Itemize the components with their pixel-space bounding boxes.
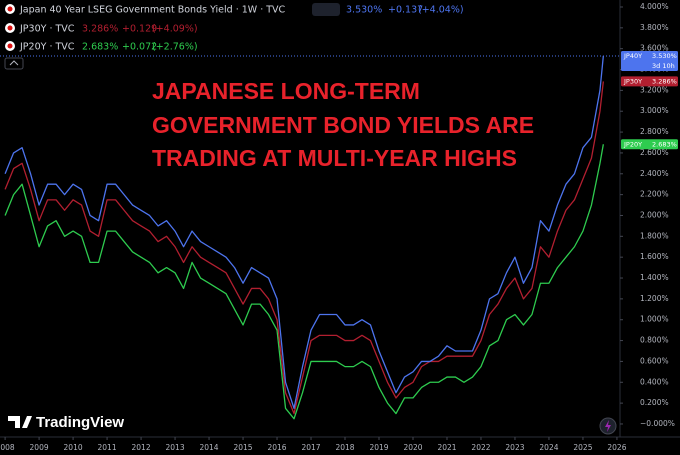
x-tick-label: 2010 [64, 443, 83, 452]
annotation-line: GOVERNMENT BOND YIELDS ARE [152, 112, 534, 138]
x-tick-label: 2011 [98, 443, 117, 452]
price-tag-name: JP40Y [623, 52, 642, 60]
y-tick-label: 0.400% [640, 377, 669, 386]
y-tick-label: 1.800% [640, 231, 669, 240]
x-tick-label: 2021 [437, 443, 456, 452]
x-tick-label: 2018 [335, 443, 354, 452]
legend-change: +0.129 [122, 24, 157, 35]
x-tick-label: 2013 [166, 443, 185, 452]
y-tick-label: 0.600% [640, 356, 669, 365]
x-tick-label: 2015 [233, 443, 252, 452]
y-tick-label: 2.600% [640, 148, 669, 157]
logo-icon [8, 416, 32, 428]
price-tag-value: 2.683% [652, 140, 677, 148]
annotation-line: JAPANESE LONG-TERM [152, 78, 420, 104]
legend-change-pct: (+2.76%) [152, 42, 198, 53]
y-tick-label: 3.200% [640, 85, 669, 94]
price-tag-value: 3.286% [652, 77, 677, 85]
symbol-icon-dot [7, 25, 13, 31]
y-tick-label: 2.400% [640, 169, 669, 178]
y-tick-label: 1.000% [640, 315, 669, 324]
x-tick-label: 2017 [301, 443, 320, 452]
series-line [4, 81, 604, 415]
y-tick-label: 2.000% [640, 210, 669, 219]
legend-change: +0.137 [388, 5, 423, 16]
legend-last: 3.530% [346, 5, 382, 16]
x-tick-label: 2016 [267, 443, 286, 452]
y-tick-label: 4.000% [640, 2, 669, 11]
x-tick-label: 2008 [0, 443, 15, 452]
price-tag [621, 139, 678, 150]
x-tick-label: 2022 [471, 443, 490, 452]
legend-last: 3.286% [82, 24, 118, 35]
collapse-icon [9, 60, 19, 66]
x-tick-label: 2009 [30, 443, 49, 452]
y-tick-label: 2.200% [640, 190, 669, 199]
y-tick-label: 1.600% [640, 252, 669, 261]
x-tick-label: 2023 [505, 443, 524, 452]
legend-title: JP20Y · TVC [19, 42, 75, 53]
price-tag-name: JP20Y [623, 140, 642, 148]
price-tag [621, 76, 678, 87]
y-tick-label: 0.800% [640, 336, 669, 345]
y-tick-label: 3.000% [640, 106, 669, 115]
logo: TradingView [8, 414, 124, 431]
x-tick-label: 2026 [607, 443, 626, 452]
logo-text: TradingView [36, 414, 124, 431]
legend-change-pct: (+4.09%) [152, 24, 198, 35]
y-tick-label: 1.400% [640, 273, 669, 282]
annotation: JAPANESE LONG-TERM GOVERNMENT BOND YIELD… [152, 78, 534, 171]
price-tag [621, 50, 678, 71]
x-tick-label: 2014 [199, 443, 218, 452]
x-tick-label: 2020 [403, 443, 422, 452]
legend-title: Japan 40 Year LSEG Government Bonds Yiel… [19, 5, 286, 16]
series-line [4, 55, 604, 409]
lightning-icon [605, 420, 611, 432]
y-tick-label: −0.000% [640, 419, 675, 428]
y-tick-label: 3.600% [640, 44, 669, 53]
x-tick-label: 2024 [539, 443, 558, 452]
x-tick-label: 2019 [369, 443, 388, 452]
y-tick-label: 0.200% [640, 398, 669, 407]
x-tick-label: 2012 [132, 443, 151, 452]
series-line [4, 144, 604, 420]
y-tick-label: 2.800% [640, 127, 669, 136]
price-tag-name: JP30Y [623, 77, 642, 85]
symbol-icon-dot [7, 43, 13, 49]
legend: Japan 40 Year LSEG Government Bonds Yiel… [4, 3, 464, 70]
y-tick-label: 3.800% [640, 23, 669, 32]
annotation-line: TRADING AT MULTI-YEAR HIGHS [152, 145, 517, 171]
legend-change: +0.072 [122, 42, 157, 53]
legend-change-pct: (+4.04%) [418, 5, 464, 16]
price-tag-value: 3.530% [652, 52, 677, 60]
collapse-button[interactable] [4, 57, 24, 70]
legend-last: 2.683% [82, 42, 118, 53]
countdown: 3d 10h [652, 62, 675, 70]
y-tick-label: 1.200% [640, 294, 669, 303]
x-tick-label: 2025 [573, 443, 592, 452]
legend-buttons[interactable] [312, 3, 340, 16]
legend-title: JP30Y · TVC [19, 24, 75, 35]
symbol-icon-dot [7, 6, 13, 12]
